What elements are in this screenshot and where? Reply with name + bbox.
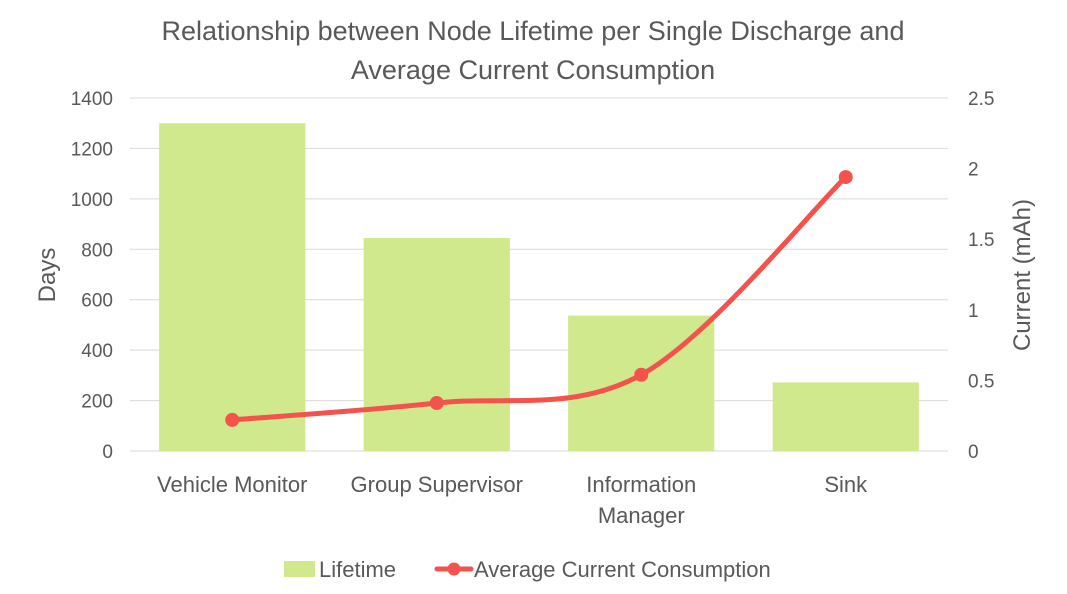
bar-lifetime xyxy=(772,382,919,451)
left-tick-label: 600 xyxy=(81,291,113,312)
legend-label-lifetime: Lifetime xyxy=(319,557,396,582)
point-average-current xyxy=(429,395,444,410)
left-tick-label: 200 xyxy=(81,392,113,413)
category-axis-labels: Vehicle Monitor Group Supervisor Informati… xyxy=(157,472,868,528)
bar-series-lifetime xyxy=(159,123,919,451)
chart-title: Relationship between Node Lifetime per S… xyxy=(162,16,905,85)
right-axis-ticks: 0 0.5 1 1.5 2 2.5 xyxy=(968,89,994,463)
legend-swatch-lifetime xyxy=(284,561,315,577)
legend: Lifetime Average Current Consumption xyxy=(284,557,771,582)
category-label: Sink xyxy=(824,472,868,497)
right-tick-label: 0 xyxy=(968,442,979,463)
bar-lifetime xyxy=(363,237,510,451)
right-axis-title: Current (mAh) xyxy=(1009,199,1036,351)
left-tick-label: 800 xyxy=(81,240,113,261)
right-tick-label: 2.5 xyxy=(968,89,994,110)
left-axis-ticks: 0 200 400 600 800 1000 1200 1400 xyxy=(71,89,113,463)
category-label: Manager xyxy=(598,503,685,528)
left-tick-label: 1000 xyxy=(71,190,113,211)
left-axis-title: Days xyxy=(34,248,61,303)
category-label: Vehicle Monitor xyxy=(157,472,307,497)
point-average-current xyxy=(634,367,649,382)
right-tick-label: 2 xyxy=(968,160,979,181)
line-average-current xyxy=(229,174,849,423)
point-average-current xyxy=(225,412,240,427)
left-tick-label: 1200 xyxy=(71,139,113,160)
category-label: Group Supervisor xyxy=(351,472,523,497)
left-tick-label: 400 xyxy=(81,341,113,362)
left-tick-label: 1400 xyxy=(71,89,113,110)
category-label: Information xyxy=(586,472,696,497)
right-tick-label: 1 xyxy=(968,301,979,322)
line-series-average-current xyxy=(225,170,853,427)
point-average-current xyxy=(838,170,853,185)
right-tick-label: 1.5 xyxy=(968,230,994,251)
legend-marker-average-current xyxy=(447,562,461,576)
chart-title-line-1: Relationship between Node Lifetime per S… xyxy=(162,16,905,46)
legend-label-average-current: Average Current Consumption xyxy=(474,557,771,582)
bar-lifetime xyxy=(159,123,306,451)
chart-title-line-2: Average Current Consumption xyxy=(351,55,715,85)
left-tick-label: 0 xyxy=(102,442,113,463)
right-tick-label: 0.5 xyxy=(968,371,994,392)
